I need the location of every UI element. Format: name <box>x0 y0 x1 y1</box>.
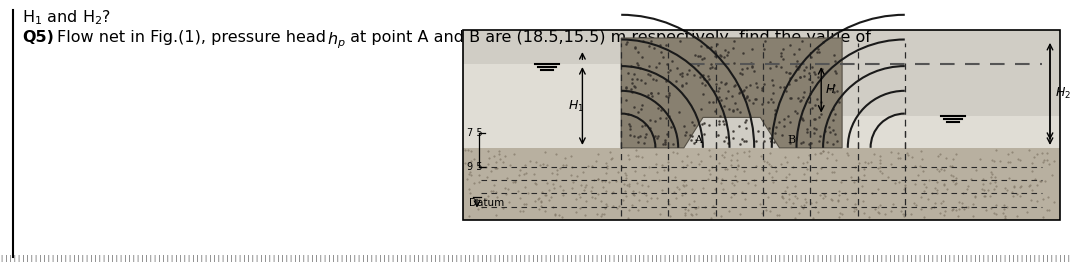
Bar <box>463 148 1060 220</box>
Bar <box>463 30 1060 148</box>
Text: Flow net in Fig.(1), pressure head: Flow net in Fig.(1), pressure head <box>57 30 331 45</box>
Text: 7 5: 7 5 <box>467 128 482 138</box>
Text: A: A <box>694 135 702 145</box>
Text: H$_1$ and H$_2$?: H$_1$ and H$_2$? <box>23 8 111 27</box>
Text: at point A and B are (18.5,15.5) m respectively, find the value of: at point A and B are (18.5,15.5) m respe… <box>345 30 870 45</box>
Bar <box>463 64 621 148</box>
Text: $H_1$: $H_1$ <box>568 98 584 113</box>
Text: Q5): Q5) <box>23 30 54 45</box>
Bar <box>843 116 1060 148</box>
Polygon shape <box>621 38 843 148</box>
Text: $H$: $H$ <box>825 83 836 96</box>
Text: B: B <box>787 135 795 145</box>
Text: Datum: Datum <box>470 197 504 208</box>
Text: $H_2$: $H_2$ <box>1055 86 1071 101</box>
Bar <box>463 30 1060 220</box>
Text: $h_p$: $h_p$ <box>327 30 345 51</box>
Text: ||||||||||||||||||||||||||||||||||||||||||||||||||||||||||||||||||||||||||||||||: ||||||||||||||||||||||||||||||||||||||||… <box>0 255 1072 262</box>
Text: 9 5: 9 5 <box>467 162 482 172</box>
